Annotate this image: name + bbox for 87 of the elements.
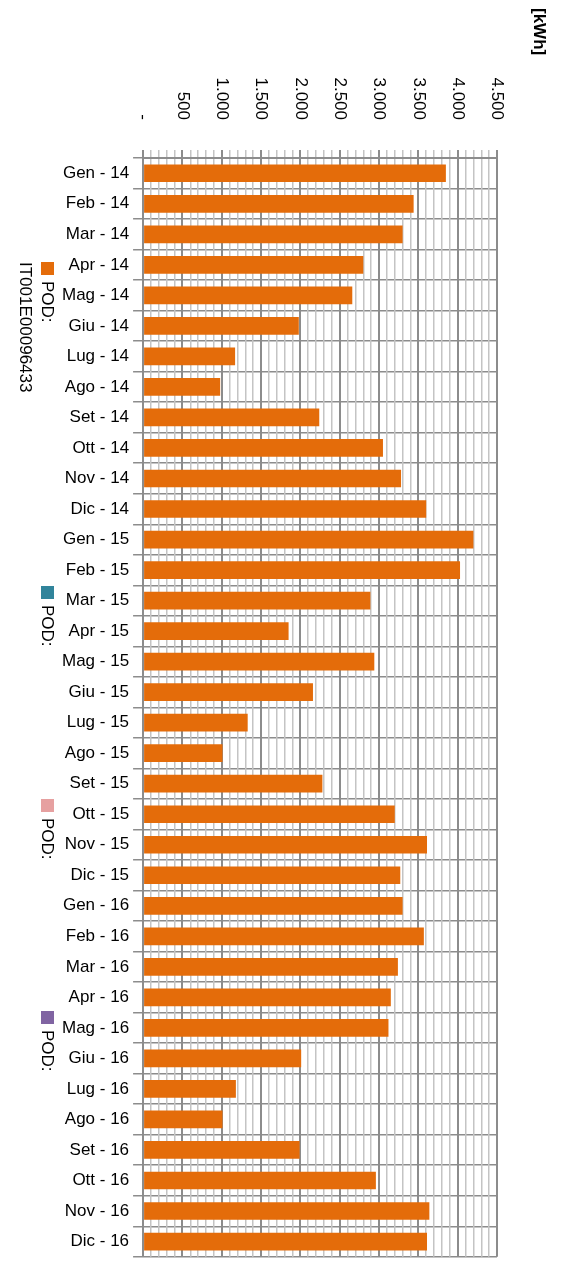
bar [144, 1110, 223, 1129]
bar [144, 164, 446, 183]
bar [144, 1232, 427, 1251]
bar [144, 957, 398, 976]
bar [144, 1171, 376, 1190]
y-tick-label: Nov - 15 [64, 834, 130, 854]
bar [144, 408, 320, 427]
bar [144, 225, 403, 244]
bar [144, 988, 391, 1007]
y-tick-label: Gen - 16 [62, 895, 130, 915]
y-tick-label: Set - 15 [69, 773, 130, 793]
y-tick-label: Dic - 15 [70, 864, 130, 884]
bar [144, 927, 424, 946]
bar [144, 469, 402, 488]
bar [144, 1202, 430, 1220]
bar [144, 805, 395, 824]
y-tick-label: Ott - 16 [72, 1170, 130, 1190]
bar [144, 317, 299, 335]
y-tick-label: Giu - 15 [68, 681, 130, 701]
y-tick-label: Feb - 16 [65, 926, 130, 945]
legend-label: POD: [38, 605, 57, 647]
y-tick-label: Feb - 15 [65, 559, 130, 579]
y-tick-label: Lug - 16 [66, 1078, 130, 1098]
bar [144, 1080, 236, 1098]
y-tick-label: Ago - 14 [64, 376, 130, 396]
y-tick-label: Dic - 16 [70, 1231, 130, 1251]
bar [144, 835, 427, 854]
y-tick-label: Gen - 14 [62, 162, 130, 182]
bar [144, 439, 383, 457]
x-tick-label: 1.000 [213, 77, 233, 120]
bar [144, 1019, 389, 1037]
bar [144, 866, 401, 885]
y-tick-label: Feb - 14 [65, 193, 130, 213]
bar [144, 530, 474, 549]
y-tick-label: Apr - 16 [68, 987, 130, 1007]
y-tick-label: Mag - 16 [61, 1017, 130, 1037]
y-tick-label: Lug - 14 [66, 346, 130, 366]
y-tick-label: Ott - 15 [72, 803, 130, 823]
y-tick-label: Nov - 16 [64, 1200, 130, 1220]
x-tick-label: 4.500 [488, 77, 508, 120]
y-tick-label: Apr - 15 [68, 620, 130, 640]
bar [144, 683, 313, 701]
bar [144, 622, 289, 640]
x-tick-label: 3.000 [370, 77, 390, 120]
bar [144, 378, 221, 396]
bar [144, 896, 403, 915]
legend-label: POD: [38, 1030, 57, 1072]
y-tick-label: Nov - 14 [64, 468, 130, 488]
y-tick-label: Mar - 15 [65, 590, 130, 610]
x-tick-label: 2.000 [291, 77, 311, 120]
y-tick-label: Gen - 15 [62, 529, 130, 549]
y-tick-label: Mag - 15 [61, 651, 130, 671]
y-tick-label: Set - 16 [69, 1139, 130, 1159]
y-tick-label: Dic - 14 [70, 498, 130, 518]
bar [144, 591, 371, 610]
y-tick-label: Lug - 15 [66, 712, 130, 732]
y-tick-label: Apr - 14 [68, 254, 130, 274]
x-tick-label: 1.500 [252, 77, 272, 120]
bar [144, 347, 236, 366]
bar [144, 194, 414, 213]
legend-label: POD: [38, 817, 57, 860]
bar [144, 286, 353, 305]
bar [144, 1141, 300, 1159]
bar [144, 774, 323, 793]
y-tick-label: Ott - 14 [72, 437, 130, 457]
x-tick-label: 2.500 [331, 77, 351, 120]
bar [144, 713, 248, 732]
text: POD: IT001E00096433 [16, 262, 57, 393]
x-tick-label: - [134, 114, 154, 120]
y-tick-label: Ago - 16 [64, 1109, 130, 1129]
bar [144, 561, 461, 579]
y-tick-label: Set - 14 [69, 407, 130, 427]
bar [144, 500, 427, 518]
bar [144, 652, 375, 671]
x-tick-label: 3.500 [409, 77, 429, 120]
y-tick-label: Mar - 16 [65, 956, 130, 976]
y-tick-label: Mar - 14 [65, 223, 130, 243]
bar [144, 744, 223, 763]
bar [144, 255, 364, 274]
y-tick-label: Ago - 15 [64, 742, 130, 762]
x-tick-label: 500 [173, 91, 193, 120]
y-tick-label: Giu - 14 [68, 315, 130, 335]
x-tick-label: 4.000 [448, 77, 468, 120]
y-axis-title: [kWh] [530, 8, 550, 56]
y-tick-label: Giu - 16 [68, 1048, 130, 1068]
bar [144, 1049, 302, 1068]
y-tick-label: Mag - 14 [61, 285, 130, 305]
